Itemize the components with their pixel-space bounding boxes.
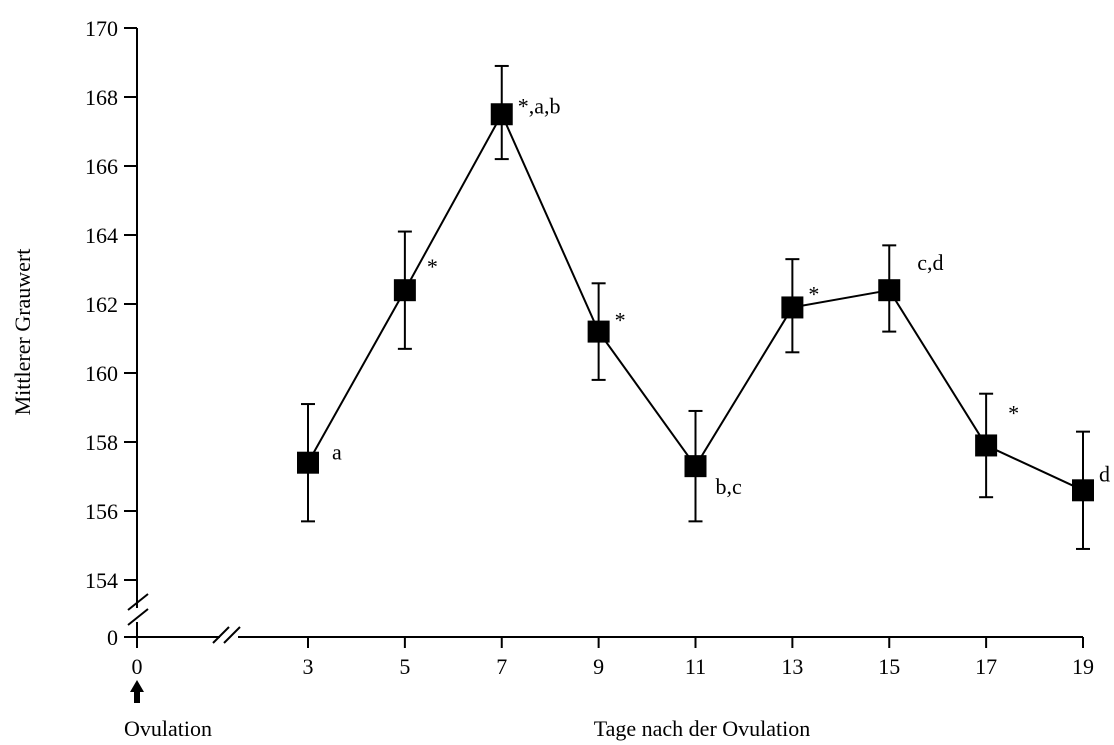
y-zero-label: 0	[107, 625, 118, 650]
annotation-label: *	[615, 308, 626, 333]
data-point-marker	[975, 434, 998, 457]
annotation-label: b,c	[716, 474, 743, 499]
ovulation-arrow-icon	[130, 680, 144, 703]
plot-area: a * *,a,b * b,c * c,d * d	[297, 64, 1110, 550]
x-tick-label: 11	[685, 654, 706, 679]
data-point-marker	[781, 296, 804, 319]
annotation-label: *,a,b	[518, 93, 561, 118]
y-tick-label: 166	[85, 154, 118, 179]
y-tick-label: 156	[85, 499, 118, 524]
y-tick-label: 158	[85, 430, 118, 455]
data-point-marker	[587, 320, 610, 343]
x-zero-label: 0	[132, 654, 143, 679]
y-tick-label: 164	[85, 223, 118, 248]
x-tick-label: 13	[781, 654, 803, 679]
annotation-label: *	[808, 281, 819, 306]
x-tick-label: 9	[593, 654, 604, 679]
y-axis-break-mark-1	[127, 593, 149, 611]
ovulation-label: Ovulation	[124, 716, 212, 741]
annotation-label: d	[1099, 461, 1110, 486]
annotation-label: a	[332, 440, 342, 465]
data-point-marker	[297, 451, 319, 474]
x-tick-label: 3	[303, 654, 314, 679]
x-tick-label: 19	[1072, 654, 1094, 679]
data-point-marker	[684, 455, 707, 478]
y-axis-title: Mittlerer Grauwert	[10, 249, 35, 416]
y-axis-break-mark-2	[127, 608, 149, 626]
x-tick-label: 5	[399, 654, 410, 679]
x-tick-label: 17	[975, 654, 997, 679]
annotation-label: c,d	[917, 250, 943, 275]
ovulation-marker: Ovulation	[124, 680, 212, 741]
y-tick-label: 154	[85, 568, 118, 593]
x-axis-break-mark-2	[223, 626, 241, 644]
x-tick-label: 15	[878, 654, 900, 679]
data-point-marker	[1072, 479, 1094, 502]
y-tick-label: 162	[85, 292, 118, 317]
data-point-marker	[393, 279, 416, 302]
x-tick-label: 7	[496, 654, 507, 679]
y-tick-label: 160	[85, 361, 118, 386]
annotation-label: *	[427, 254, 438, 279]
annotation-label: *	[1008, 400, 1019, 425]
x-axis: 0 3 5 7 9 11 13 15 17 19	[132, 626, 1094, 679]
data-point-marker	[878, 279, 901, 302]
x-axis-title: Tage nach der Ovulation	[594, 716, 811, 741]
y-axis: 0 154 156 158 160 162 164 166 168 170	[85, 16, 149, 650]
x-axis-break-mark-1	[212, 626, 230, 644]
y-tick-label: 170	[85, 16, 118, 41]
data-point-marker	[490, 103, 513, 126]
y-tick-label: 168	[85, 85, 118, 110]
